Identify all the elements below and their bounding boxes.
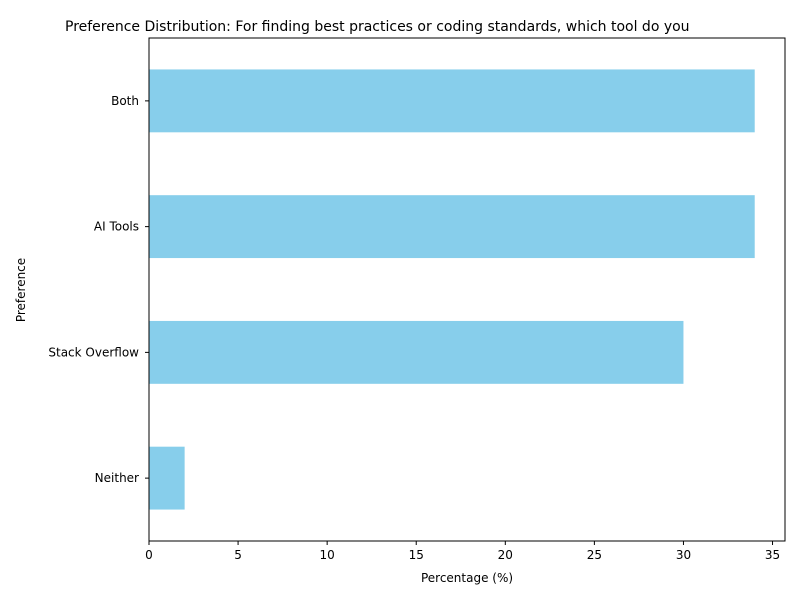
x-tick-label: 30 xyxy=(676,548,691,562)
bar-both xyxy=(149,69,755,133)
bar-neither xyxy=(149,446,185,510)
y-tick-label: Neither xyxy=(95,471,139,485)
x-tick-label: 0 xyxy=(145,548,153,562)
bar-ai-tools xyxy=(149,195,755,259)
x-tick-label: 25 xyxy=(587,548,602,562)
axes-layer xyxy=(148,37,786,542)
ticks-layer: Neither Stack Overflow AI Tools Both 0 5 10 15 2… xyxy=(48,94,780,562)
y-tick-label: AI Tools xyxy=(94,220,139,234)
x-tick-label: 15 xyxy=(409,548,424,562)
chart-title: Preference Distribution: For finding bes… xyxy=(65,19,690,35)
bars-layer xyxy=(149,69,755,510)
x-tick-label: 35 xyxy=(765,548,780,562)
y-tick-label: Stack Overflow xyxy=(48,345,139,359)
y-axis-title: Preference xyxy=(14,258,28,322)
x-tick-label: 10 xyxy=(320,548,335,562)
plot-frame xyxy=(148,37,786,542)
x-axis-title: Percentage (%) xyxy=(421,571,513,585)
bar-stack-overflow xyxy=(149,320,684,384)
x-tick-label: 5 xyxy=(234,548,242,562)
x-tick-label: 20 xyxy=(498,548,513,562)
y-tick-label: Both xyxy=(111,94,139,108)
